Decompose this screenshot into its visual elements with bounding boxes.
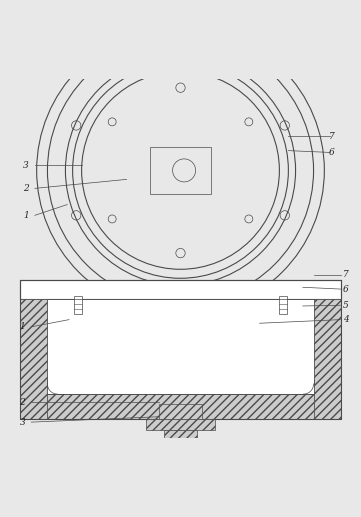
Bar	[47, 299, 314, 394]
Bar	[21, 280, 340, 419]
Text: 1: 1	[23, 211, 29, 220]
Bar	[279, 296, 287, 314]
Bar	[159, 404, 202, 419]
Text: 6: 6	[343, 284, 349, 294]
Bar	[21, 299, 47, 419]
Text: 3: 3	[19, 418, 25, 427]
Text: 7: 7	[343, 270, 349, 279]
Bar	[74, 296, 82, 314]
Text: 3: 3	[23, 160, 29, 170]
Text: 6: 6	[329, 148, 334, 157]
Bar	[150, 147, 211, 194]
Text: 4: 4	[343, 315, 349, 324]
Text: 2: 2	[23, 184, 29, 193]
Bar	[161, 452, 200, 460]
Bar	[164, 430, 197, 452]
Bar	[47, 394, 314, 419]
Bar	[146, 419, 215, 430]
Bar	[21, 280, 340, 299]
Text: 7: 7	[329, 132, 334, 141]
Text: 1: 1	[19, 322, 25, 331]
Text: 5: 5	[343, 301, 349, 310]
Bar	[314, 299, 340, 419]
Text: 2: 2	[19, 398, 25, 407]
